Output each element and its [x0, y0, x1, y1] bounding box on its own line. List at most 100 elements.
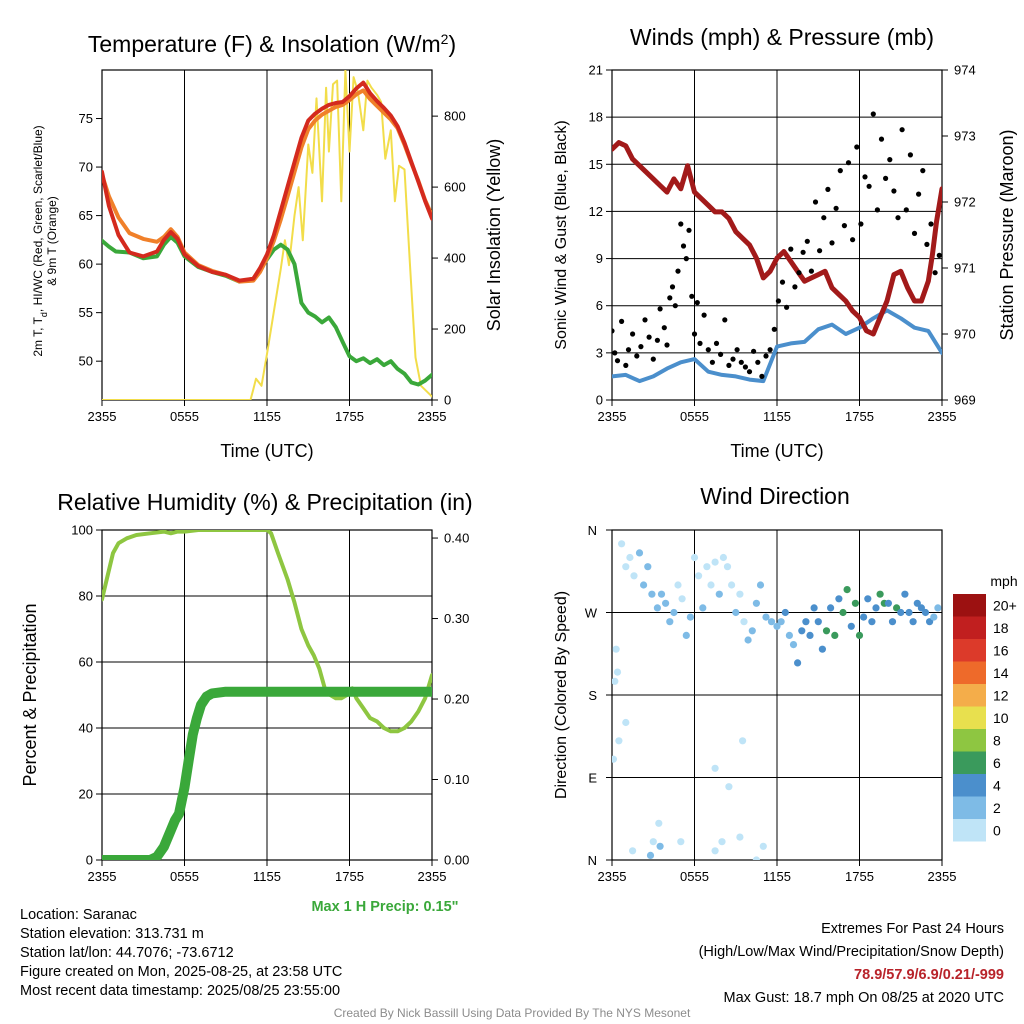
winds-y-tick-label: 3 — [596, 345, 603, 360]
elevation-text: Station elevation: 313.731 m — [20, 926, 204, 942]
gust-point — [709, 359, 716, 365]
speed-legend-label: 16 — [993, 642, 1009, 658]
direction-point — [732, 608, 740, 617]
direction-point — [703, 563, 711, 571]
direction-point — [728, 581, 736, 589]
direction-title: Wind Direction — [700, 483, 850, 509]
direction-point — [839, 608, 847, 617]
humidity-x-tick-label: 2355 — [418, 869, 447, 884]
speed-legend: mph 0 2 4 6 8 10 12 14 16 18 20+ — [953, 573, 1018, 842]
humidity-y-tick-label: 40 — [79, 721, 93, 736]
direction-point — [655, 819, 663, 827]
max-gust-text: Max Gust: 18.7 mph On 08/25 at 2020 UTC — [723, 990, 1004, 1006]
winds-y-tick-label: 15 — [589, 157, 603, 172]
direction-point — [905, 608, 913, 617]
winds-x-label: Time (UTC) — [730, 441, 823, 461]
temperature-x-tick-label: 2355 — [418, 409, 447, 424]
direction-point — [752, 856, 760, 860]
winds-x-tick-label: 1155 — [763, 409, 791, 424]
gust-point — [612, 328, 615, 334]
direction-point — [656, 842, 664, 850]
direction-point — [612, 677, 619, 685]
gust-point — [854, 144, 860, 150]
direction-point — [794, 659, 802, 667]
gust-point — [630, 331, 636, 337]
direction-point — [868, 618, 876, 626]
temperature-title: Temperature (F) & Insolation (W/m2) — [88, 31, 456, 57]
winds-title: Winds (mph) & Pressure (mb) — [630, 24, 934, 50]
gust-point — [751, 348, 757, 354]
humidity-title: Relative Humidity (%) & Precipitation (i… — [57, 489, 472, 515]
direction-point — [711, 764, 719, 772]
temperature-x-tick-label: 0555 — [170, 409, 199, 424]
direction-point — [785, 631, 794, 640]
speed-legend-label: 12 — [993, 687, 1009, 703]
gust-point — [650, 356, 656, 362]
gust-point — [680, 243, 687, 249]
gust-point — [907, 152, 914, 158]
gust-point — [911, 230, 918, 236]
gust-point — [730, 356, 736, 362]
gust-point — [697, 340, 703, 346]
speed-legend-label: 8 — [993, 732, 1001, 748]
gust-point — [891, 188, 897, 194]
direction-point — [888, 618, 897, 626]
speed-legend-swatch — [953, 796, 986, 819]
direction-point — [864, 595, 872, 603]
direction-point — [715, 590, 723, 598]
extremes-info: Extremes For Past 24 Hours (High/Low/Max… — [699, 918, 1004, 1010]
direction-point — [843, 586, 851, 594]
gust-point — [664, 342, 670, 348]
gust-point — [675, 268, 681, 274]
direction-point — [629, 847, 637, 855]
gust-point — [812, 199, 819, 205]
direction-point — [860, 613, 868, 621]
direction-x-tick-label: 1755 — [845, 869, 874, 884]
relative-humidity-line — [102, 530, 432, 734]
insolation-line — [102, 70, 432, 400]
direction-point — [810, 604, 818, 612]
gust-point — [689, 293, 695, 299]
direction-point — [723, 563, 732, 571]
direction-point — [644, 563, 652, 571]
winds-y2-tick-label: 971 — [954, 261, 976, 276]
gust-point — [771, 326, 777, 332]
direction-y-tick-label: E — [588, 771, 597, 786]
credit-text: Created By Nick Bassill Using Data Provi… — [333, 1006, 691, 1020]
gust-point — [734, 347, 740, 353]
gust-point — [755, 359, 761, 365]
winds-y2-tick-label: 972 — [954, 195, 976, 210]
direction-point — [725, 783, 733, 791]
direction-point — [648, 590, 656, 598]
clip-dir-group — [612, 540, 942, 860]
direction-point — [618, 540, 626, 548]
gust-point — [829, 240, 835, 246]
humidity-y2-tick-label: 0.00 — [444, 853, 469, 868]
humidity-y-tick-label: 20 — [79, 787, 93, 802]
gust-point — [804, 238, 810, 244]
gust-point — [623, 362, 629, 368]
gust-point — [841, 223, 848, 229]
direction-point — [789, 641, 798, 649]
gust-point — [667, 295, 673, 301]
direction-point — [897, 608, 905, 617]
direction-point — [921, 608, 930, 617]
gust-point — [916, 191, 922, 197]
winds-x-tick-label: 1755 — [845, 409, 874, 424]
direction-point — [686, 613, 695, 621]
gust-point — [713, 340, 720, 346]
temperature-y-tick-label: 75 — [79, 111, 93, 126]
humidity-y2-tick-label: 0.10 — [444, 772, 469, 787]
direction-point — [674, 581, 682, 589]
direction-point — [777, 618, 785, 626]
station-info: Location: Saranac Station elevation: 313… — [20, 906, 342, 1001]
temperature-line — [102, 80, 432, 283]
direction-point — [662, 599, 670, 607]
gust-point — [691, 331, 698, 337]
direction-point — [699, 604, 707, 612]
direction-point — [670, 608, 678, 617]
direction-point — [678, 595, 686, 603]
direction-point — [767, 618, 776, 626]
temperature-y-tick-label: 70 — [79, 160, 93, 175]
gust-point — [845, 160, 852, 166]
